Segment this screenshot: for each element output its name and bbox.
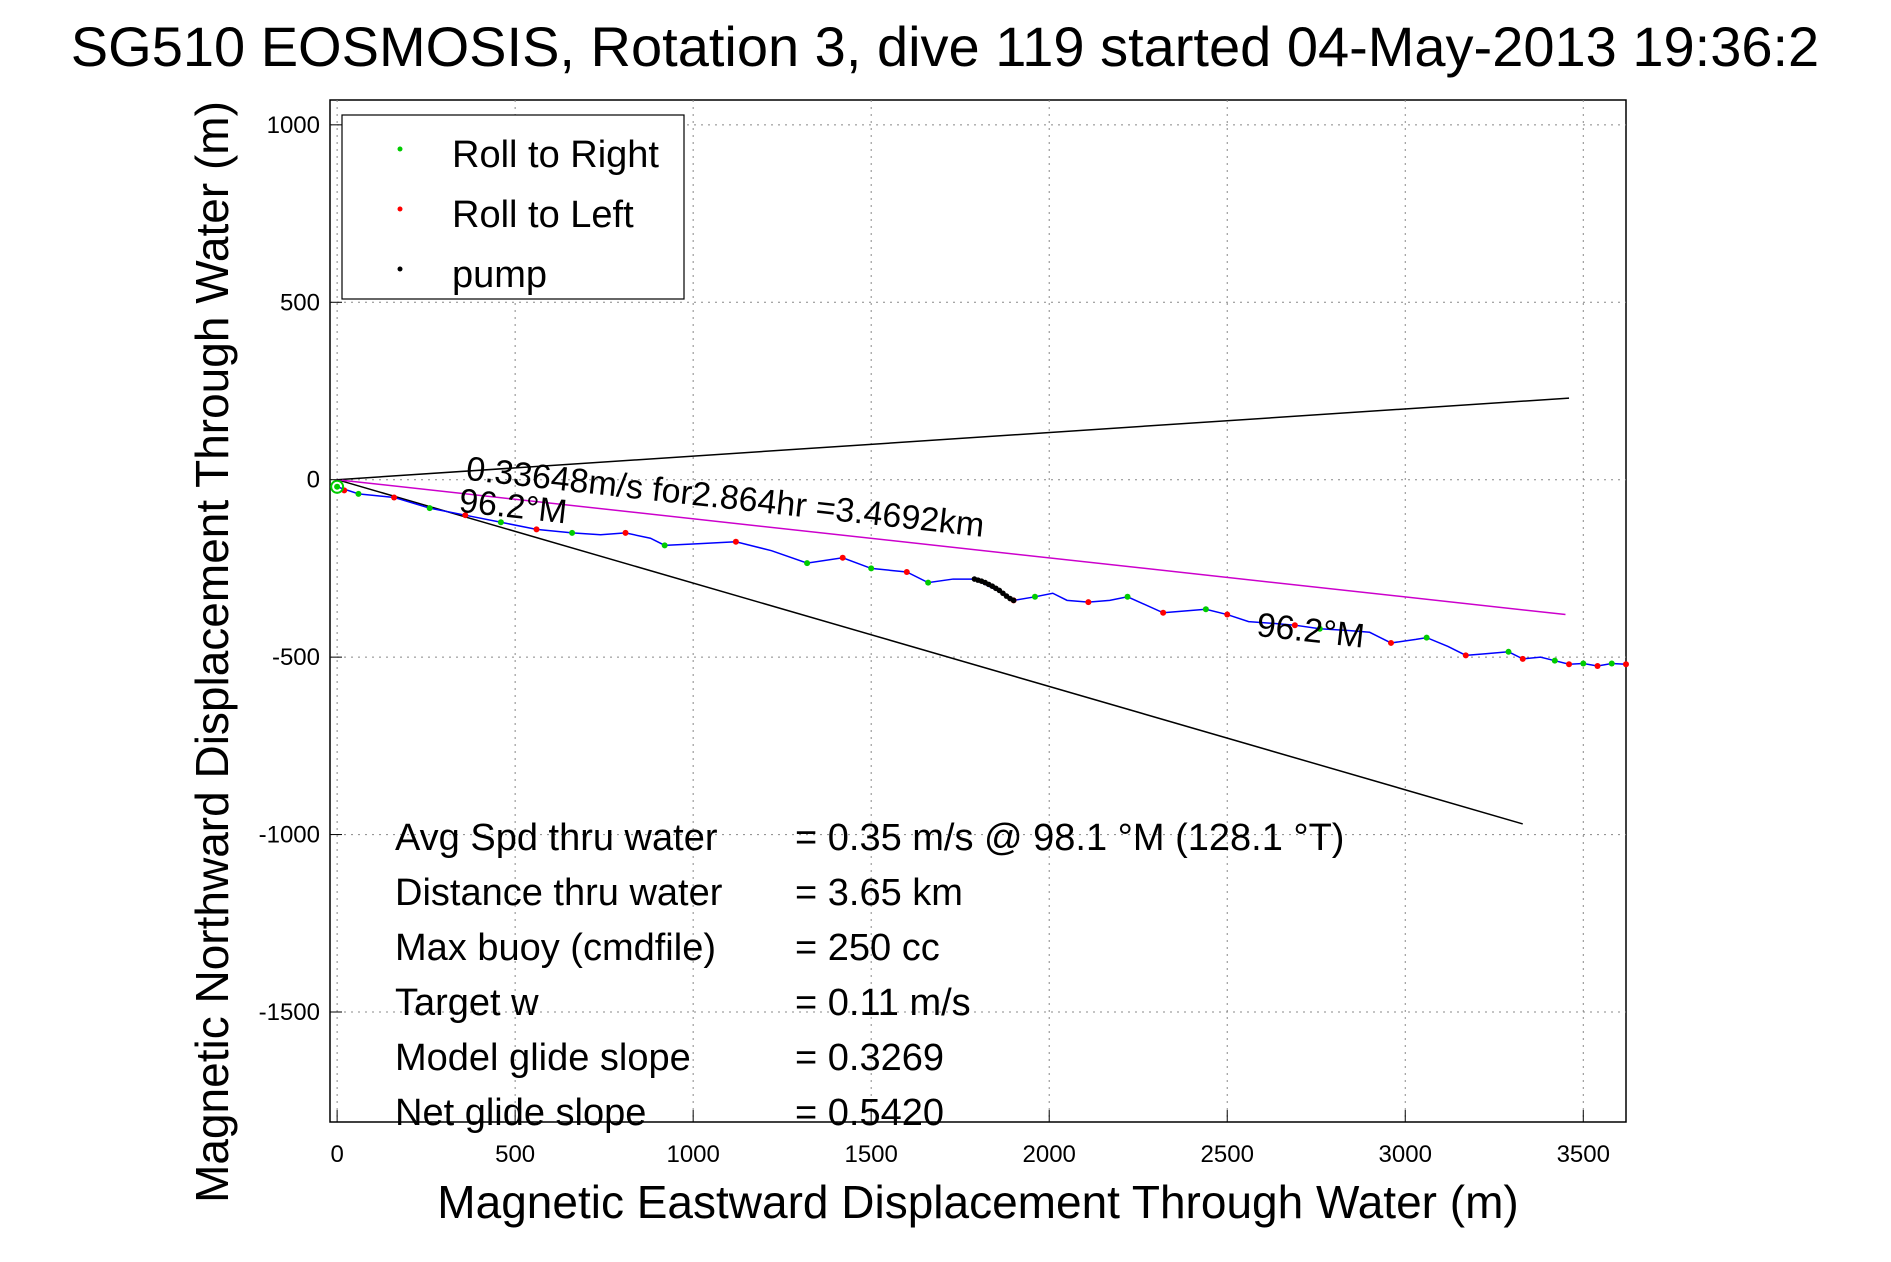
stat-label: Max buoy (cmdfile): [395, 927, 716, 969]
x-tick-label: 0: [330, 1141, 343, 1168]
roll-left-point: [1519, 655, 1526, 662]
roll-left-point: [533, 526, 540, 533]
legend-marker: [397, 206, 403, 212]
roll-left-point: [1594, 663, 1601, 670]
roll-left-point: [903, 568, 910, 575]
start-marker: [330, 479, 345, 494]
y-tick-label: -500: [272, 644, 320, 671]
roll-left-point: [622, 529, 629, 536]
roll-right-point: [1423, 634, 1430, 641]
roll-right-point: [1505, 648, 1512, 655]
y-tick-label: 0: [307, 467, 320, 494]
legend-label: pump: [452, 254, 547, 296]
upper-bound-line: [337, 397, 1570, 481]
stat-value: = 0.3269: [795, 1037, 944, 1079]
roll-left-point: [1291, 622, 1298, 629]
roll-right-point: [334, 483, 341, 490]
legend-label: Roll to Left: [452, 194, 634, 236]
stat-label: Distance thru water: [395, 872, 723, 914]
roll-right-point: [925, 579, 932, 586]
lower-bound-line: [336, 478, 1523, 825]
x-tick-label: 2000: [1023, 1141, 1076, 1168]
legend: Roll to Right Roll to Left pump: [341, 114, 685, 300]
stat-label: Model glide slope: [395, 1037, 691, 1079]
net-displacement-line: [337, 478, 1566, 616]
roll-right-point: [804, 560, 811, 567]
roll-right-point: [569, 529, 576, 536]
legend-marker: [397, 146, 403, 152]
reference-lines: [336, 397, 1570, 825]
stat-label: Net glide slope: [395, 1092, 646, 1134]
stat-value: = 3.65 km: [795, 872, 963, 914]
roll-left-point: [462, 512, 469, 519]
x-tick-label: 500: [495, 1141, 535, 1168]
legend-label: Roll to Right: [452, 134, 659, 176]
roll-right-point: [1031, 593, 1038, 600]
roll-left-point: [1388, 639, 1395, 646]
chart-title: SG510 EOSMOSIS, Rotation 3, dive 119 sta…: [71, 15, 1819, 78]
roll-left-point: [1160, 609, 1167, 616]
y-tick-label: 500: [280, 289, 320, 316]
dive-statistics: Avg Spd thru water = 0.35 m/s @ 98.1 °M (…: [395, 817, 1344, 1134]
x-tick-label: 3000: [1379, 1141, 1432, 1168]
roll-right-point: [1124, 593, 1131, 600]
y-axis-label: Magnetic Northward Displacement Through …: [186, 101, 238, 1203]
plot-area: [329, 99, 1627, 1123]
stat-value: = 0.5420: [795, 1092, 944, 1134]
pump-point: [1010, 597, 1017, 604]
track-series: [336, 486, 1627, 667]
roll-right-point: [661, 542, 668, 549]
roll-right-point: [1608, 660, 1615, 667]
roll-left-point: [1224, 611, 1231, 618]
y-tick-label: -1500: [259, 999, 320, 1026]
roll-right-point: [355, 490, 362, 497]
track-line: [336, 486, 1627, 667]
roll-right-point: [868, 565, 875, 572]
roll-right-point: [426, 505, 433, 512]
roll-right-point: [1316, 625, 1323, 632]
roll-left-point: [732, 538, 739, 545]
stat-value: = 0.11 m/s: [795, 982, 971, 1024]
track-markers: [330, 479, 1629, 670]
roll-left-point: [391, 494, 398, 501]
roll-right-point: [1580, 660, 1587, 667]
x-tick-label: 1500: [844, 1141, 897, 1168]
roll-right-point: [497, 519, 504, 526]
roll-right-point: [1551, 657, 1558, 664]
roll-left-point: [839, 554, 846, 561]
x-tick-label: 3500: [1557, 1141, 1610, 1168]
roll-left-point: [1462, 652, 1469, 659]
stat-label: Avg Spd thru water: [395, 817, 718, 859]
grid-lines: [330, 100, 1626, 1122]
stat-label: Target w: [395, 982, 539, 1024]
x-tick-label: 2500: [1201, 1141, 1254, 1168]
x-tick-label: 1000: [666, 1141, 719, 1168]
stat-value: = 250 cc: [795, 927, 940, 969]
roll-left-point: [1085, 599, 1092, 606]
legend-marker: [397, 266, 403, 272]
roll-left-point: [1623, 661, 1629, 668]
roll-right-point: [1202, 606, 1209, 613]
y-tick-label: -1000: [259, 822, 320, 849]
axis-ticks: 0 500 1000 1500 2000 2500 3000 3500 1000 500 0 -500…: [259, 112, 1610, 1168]
x-axis-label: Magnetic Eastward Displacement Through W…: [437, 1176, 1518, 1228]
y-tick-label: 1000: [267, 112, 320, 139]
roll-left-point: [1566, 661, 1573, 668]
stat-value: = 0.35 m/s @ 98.1 °M (128.1 °T): [795, 817, 1344, 859]
